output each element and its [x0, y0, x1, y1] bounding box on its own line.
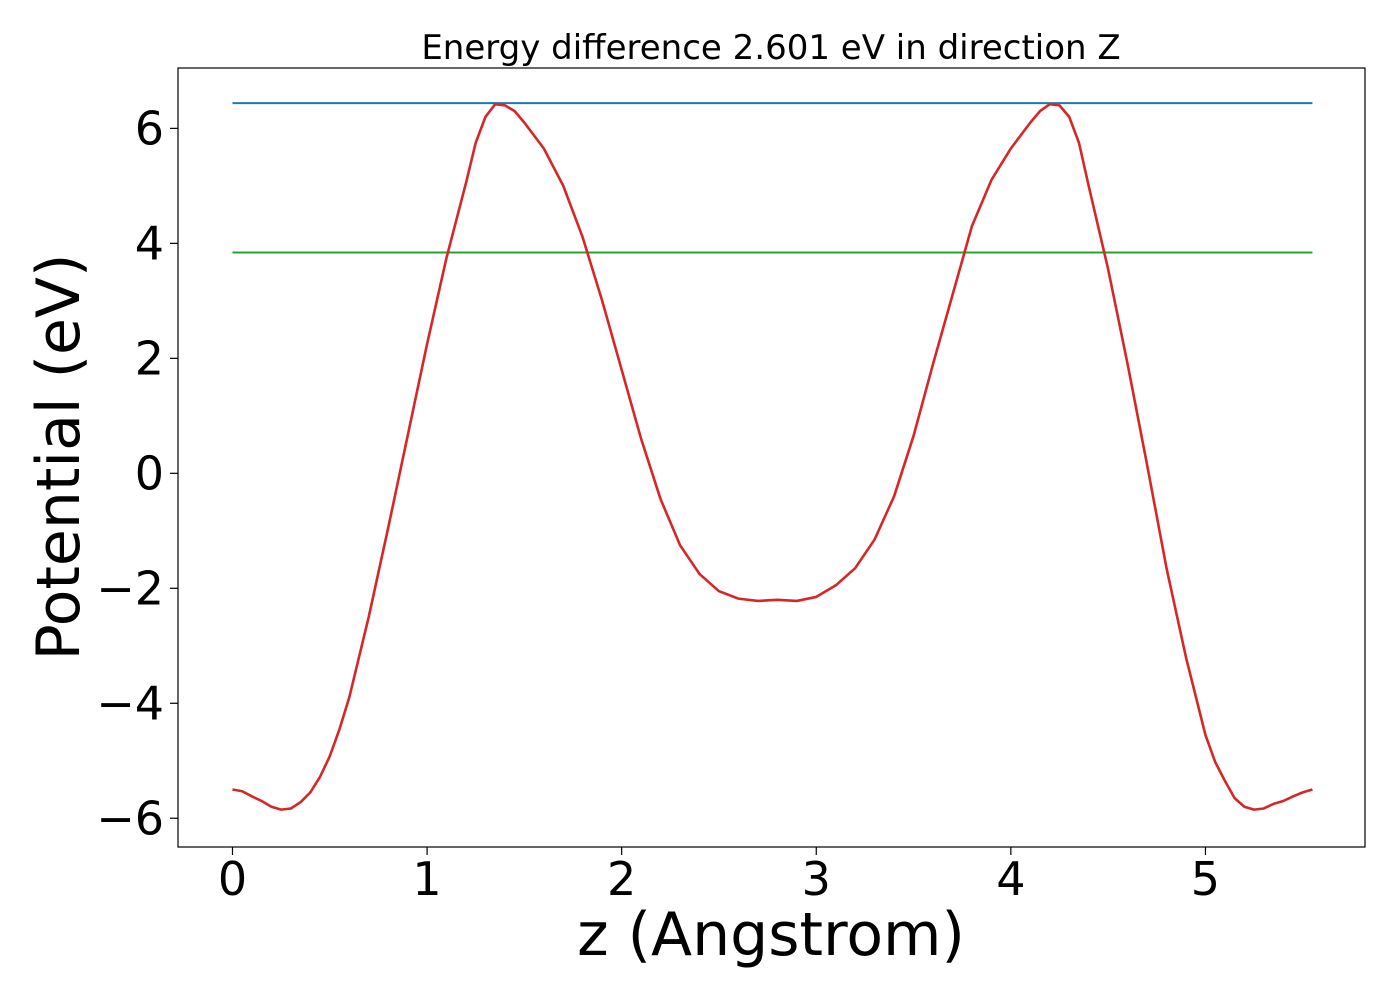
plot-frame — [177, 67, 1366, 848]
x-tick-label: 3 — [802, 852, 831, 906]
x-tick-label: 5 — [1191, 852, 1220, 906]
y-tick-label: 0 — [135, 446, 164, 500]
y-tick-label: −6 — [96, 791, 164, 845]
x-tick-label: 1 — [412, 852, 441, 906]
x-axis-label: z (Angstrom) — [577, 900, 965, 970]
y-tick-label: 2 — [135, 331, 164, 385]
x-tick-label: 0 — [218, 852, 247, 906]
y-axis-ticks: −6 −4 −2 0 2 4 6 — [96, 101, 178, 845]
x-axis-ticks: 0 1 2 3 4 5 — [218, 847, 1220, 906]
y-tick-label: 4 — [135, 216, 164, 270]
chart-title: Energy difference 2.601 eV in direction … — [421, 28, 1120, 68]
x-tick-label: 2 — [607, 852, 636, 906]
y-tick-label: −2 — [96, 561, 164, 615]
y-tick-label: 6 — [135, 101, 164, 155]
x-tick-label: 4 — [996, 852, 1025, 906]
y-tick-label: −4 — [96, 676, 164, 730]
y-axis-label: Potential (eV) — [24, 254, 94, 661]
potential-curve — [232, 102, 1313, 811]
plot-area — [232, 102, 1313, 811]
